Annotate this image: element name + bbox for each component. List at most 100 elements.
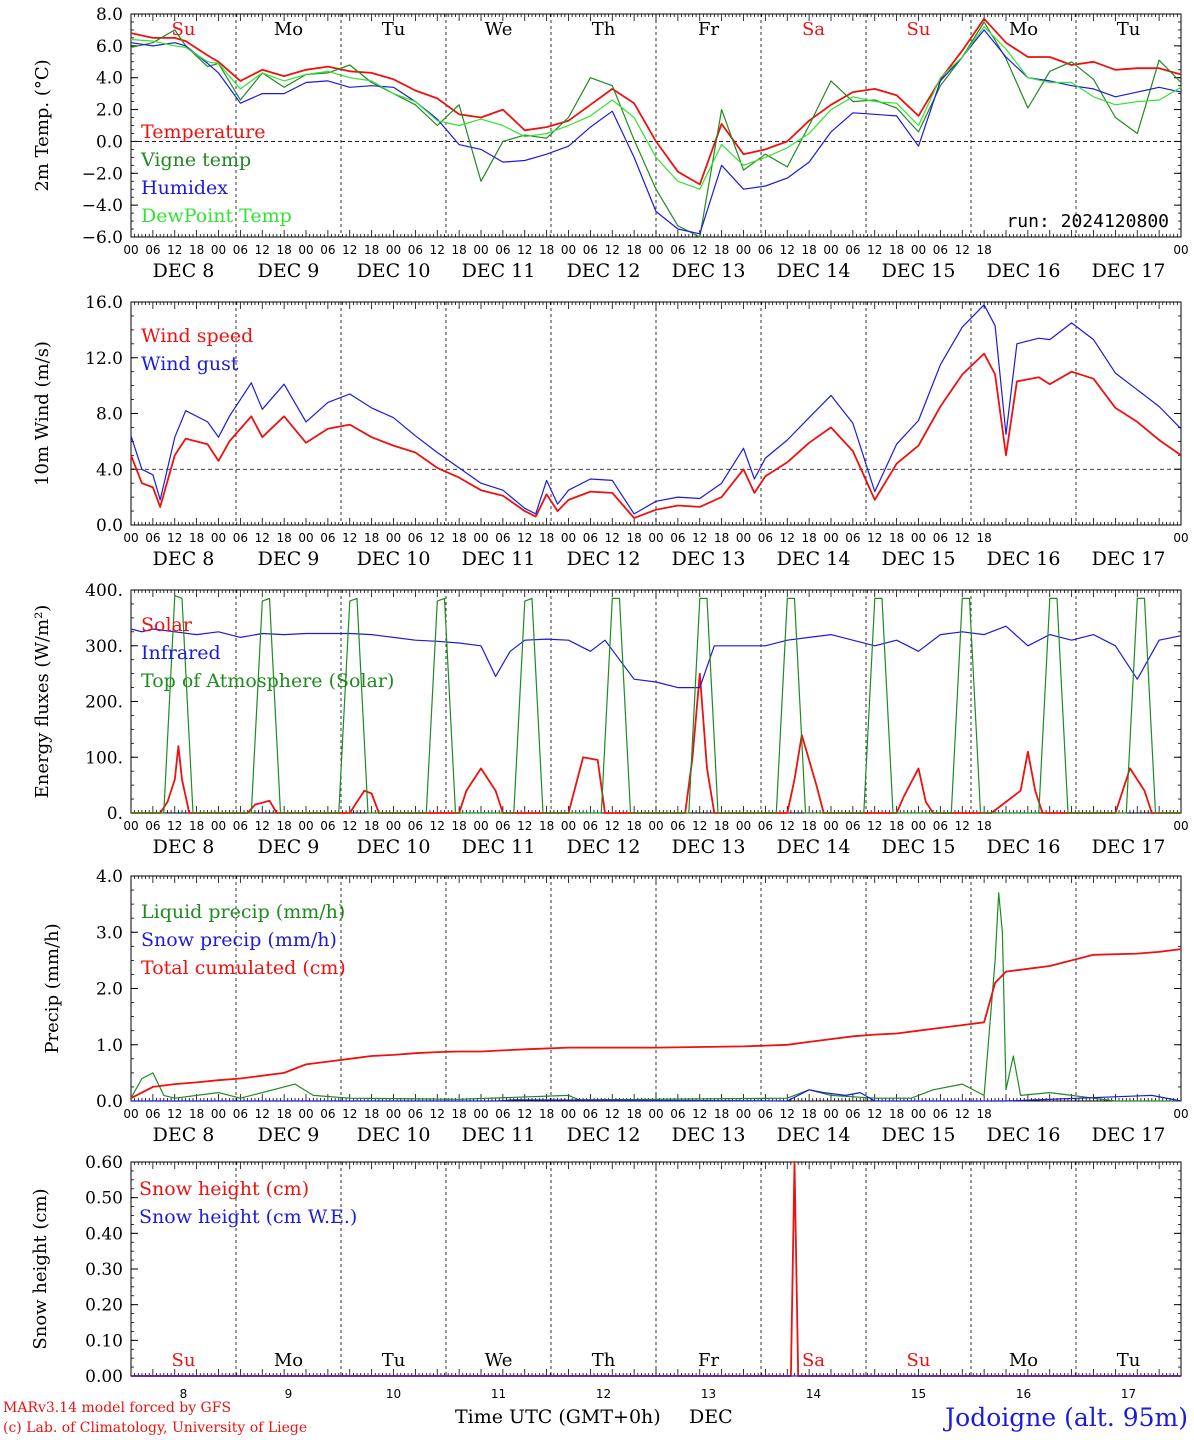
x-hour-label: 00 xyxy=(911,243,926,257)
x-date-label: DEC 16 xyxy=(987,260,1061,282)
x-hour-label: 18 xyxy=(189,1107,204,1121)
y-tick-label: 0.40 xyxy=(85,1224,123,1244)
x-hour-label: 06 xyxy=(583,819,598,833)
x-hour-label: 06 xyxy=(408,243,423,257)
legend-entry: Wind gust xyxy=(141,353,239,375)
x-date-label: DEC 14 xyxy=(777,1124,851,1146)
y-tick-label: 12.0 xyxy=(85,349,123,369)
y-tick-label: 300. xyxy=(85,637,123,657)
panel-4 xyxy=(130,875,1182,1102)
x-hour-label: 00 xyxy=(386,819,401,833)
x-hour-label: 12 xyxy=(517,819,532,833)
legend-entry: Liquid precip (mm/h) xyxy=(141,901,345,923)
x-hour-label: 06 xyxy=(583,531,598,545)
x-date-label: DEC 13 xyxy=(672,260,746,282)
x-date-label: DEC 16 xyxy=(987,1124,1061,1146)
x-hour-label: 12 xyxy=(692,243,707,257)
x-hour-label: 00 xyxy=(561,819,576,833)
x-hour-label: 18 xyxy=(714,531,729,545)
x-hour-label: 00 xyxy=(386,1107,401,1121)
x-hour-label: 00 xyxy=(123,243,138,257)
x-date-label: DEC 12 xyxy=(567,548,641,570)
day-name-label: Sa xyxy=(802,1350,825,1371)
series-line-temperature xyxy=(130,17,1182,186)
x-date-label: DEC 10 xyxy=(357,548,431,570)
x-hour-label: 18 xyxy=(451,531,466,545)
legend-entry: Total cumulated (cm) xyxy=(141,957,346,979)
x-hour-label: 18 xyxy=(801,531,816,545)
x-hour-label: 00 xyxy=(911,1107,926,1121)
x-date-label: DEC 11 xyxy=(462,836,536,858)
x-hour-label: 00 xyxy=(298,243,313,257)
legend-entry: Snow height (cm) xyxy=(139,1178,309,1200)
x-hour-label: 12 xyxy=(955,819,970,833)
x-date-label: DEC 8 xyxy=(153,1124,215,1146)
day-name-label: Fr xyxy=(698,1350,719,1371)
credit-model: MARv3.14 model forced by GFS xyxy=(3,1400,232,1416)
day-name-label: Tu xyxy=(382,1350,406,1371)
x-date-label: DEC 14 xyxy=(777,260,851,282)
x-date-label: DEC 17 xyxy=(1092,1124,1166,1146)
x-hour-label: 06 xyxy=(845,819,860,833)
x-hour-label: 18 xyxy=(801,819,816,833)
x-hour-label: 00 xyxy=(386,243,401,257)
x-hour-label: 12 xyxy=(342,531,357,545)
x-hour-label: 06 xyxy=(758,819,773,833)
day-name-label: Su xyxy=(907,19,931,40)
x-hour-label: 18 xyxy=(626,531,641,545)
y-tick-label: 200. xyxy=(85,693,123,713)
panel-5 xyxy=(130,1161,1182,1377)
x-hour-label: 18 xyxy=(976,819,991,833)
x-hour-label: 12 xyxy=(517,1107,532,1121)
x-hour-label: 12 xyxy=(867,819,882,833)
x-hour-label: 18 xyxy=(626,819,641,833)
y-tick-label: 0.0 xyxy=(96,1092,123,1112)
x-hour-label: 18 xyxy=(276,819,291,833)
y-tick-label: 100. xyxy=(85,748,123,768)
x-hour-label: 06 xyxy=(495,1107,510,1121)
day-number-label: 8 xyxy=(180,1387,188,1401)
x-hour-label: 18 xyxy=(626,1107,641,1121)
x-hour-label: 06 xyxy=(845,531,860,545)
x-hour-label: 18 xyxy=(976,1107,991,1121)
x-hour-label: 00 xyxy=(473,1107,488,1121)
x-hour-label: 18 xyxy=(451,243,466,257)
x-hour-label: 06 xyxy=(758,531,773,545)
x-hour-label: 06 xyxy=(933,1107,948,1121)
x-date-label: DEC 9 xyxy=(258,1124,320,1146)
day-number-label: 10 xyxy=(386,1387,401,1401)
x-hour-label: 00 xyxy=(211,531,226,545)
day-number-label: 11 xyxy=(491,1387,506,1401)
series-line-snow-precip-mm-h- xyxy=(131,1089,1182,1102)
day-name-label: Mo xyxy=(1009,1350,1038,1371)
x-hour-label: 06 xyxy=(145,1107,160,1121)
legend-entry: Vigne temp xyxy=(140,149,251,171)
x-date-label: DEC 10 xyxy=(357,1124,431,1146)
x-hour-label: 00 xyxy=(473,243,488,257)
x-hour-label: 06 xyxy=(495,531,510,545)
day-name-label: Sa xyxy=(802,19,825,40)
x-hour-label: 12 xyxy=(167,819,182,833)
x-hour-label: 18 xyxy=(714,819,729,833)
x-hour-label: 12 xyxy=(605,243,620,257)
x-date-label: DEC 16 xyxy=(987,836,1061,858)
x-date-label: DEC 13 xyxy=(672,836,746,858)
y-tick-label: 4.0 xyxy=(96,867,123,887)
day-number-label: 13 xyxy=(701,1387,716,1401)
day-name-label: Su xyxy=(172,1350,196,1371)
series-line-total-cumulated-cm- xyxy=(130,948,1182,1099)
x-hour-label: 12 xyxy=(255,243,270,257)
x-hour-label: 00 xyxy=(648,819,663,833)
day-number-label: 15 xyxy=(911,1387,926,1401)
x-date-label: DEC 17 xyxy=(1092,260,1166,282)
x-hour-label: 12 xyxy=(692,1107,707,1121)
y-tick-label: 4.0 xyxy=(96,69,123,89)
y-tick-label: 8.0 xyxy=(96,5,123,25)
x-hour-label: 00 xyxy=(736,819,751,833)
x-hour-label: 18 xyxy=(276,531,291,545)
x-hour-label: 06 xyxy=(233,531,248,545)
y-axis-label: Energy fluxes (W/m²) xyxy=(32,605,53,799)
plot-frame xyxy=(130,13,1182,238)
legend-entry: Infrared xyxy=(141,642,221,664)
